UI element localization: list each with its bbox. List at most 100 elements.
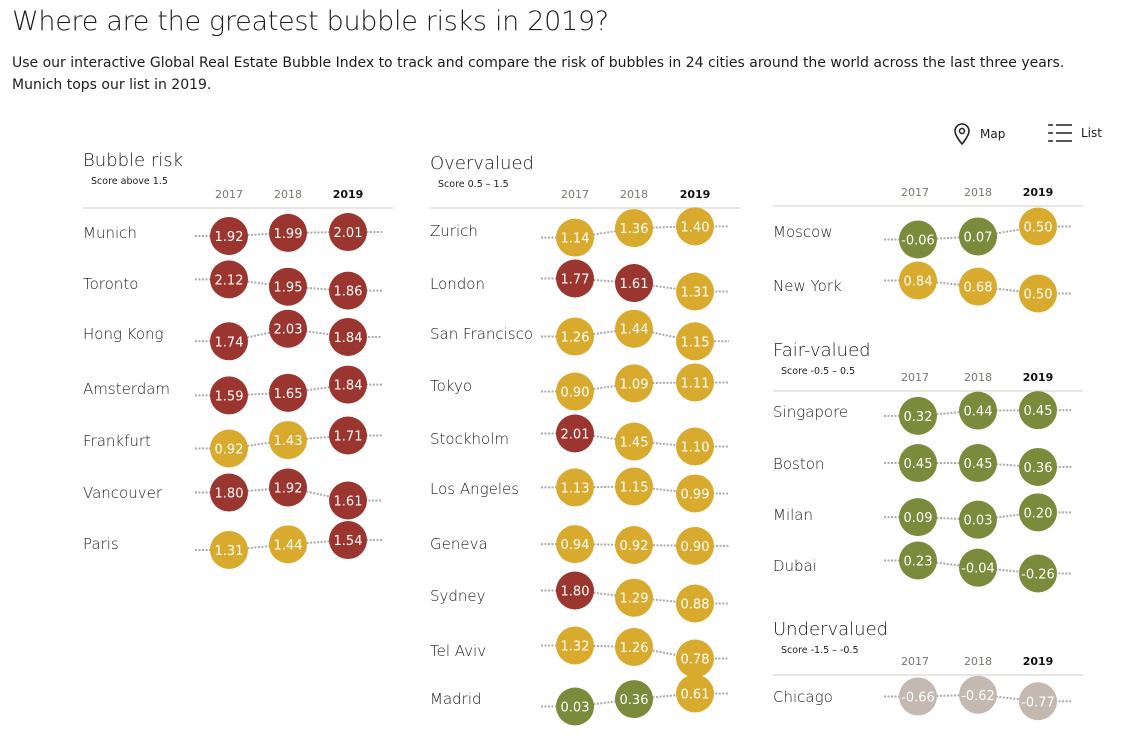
bubble-2018[interactable]: 0.03 <box>959 500 997 539</box>
bubble-2019[interactable]: 0.20 <box>1019 493 1057 532</box>
bubble-2019[interactable]: 2.01 <box>329 213 367 252</box>
bubble-2019[interactable]: 1.15 <box>676 322 714 361</box>
bubble-2019[interactable]: 1.31 <box>676 272 714 311</box>
bubble-2017[interactable]: 1.32 <box>556 626 594 665</box>
bubble-2017[interactable]: 1.74 <box>210 322 248 361</box>
bubble-2019[interactable]: -0.77 <box>1019 682 1057 721</box>
bubble-2018[interactable]: 1.92 <box>269 468 307 507</box>
bubble-2018[interactable]: -0.04 <box>959 548 997 587</box>
bubble-2017[interactable]: 1.31 <box>210 530 248 569</box>
bubble-2018[interactable]: 1.26 <box>615 627 653 666</box>
bubble-2019[interactable]: 0.90 <box>676 526 714 565</box>
year-header: 2017 <box>901 371 929 384</box>
bubble-2017[interactable]: 0.45 <box>899 444 937 483</box>
bubble-2019[interactable]: 0.99 <box>676 474 714 513</box>
bubble-2017[interactable]: 0.03 <box>556 687 594 726</box>
bubble-2017[interactable]: 1.77 <box>556 259 594 298</box>
bubble-2019[interactable]: 1.10 <box>676 427 714 466</box>
bubble-2017[interactable]: 0.94 <box>556 525 594 564</box>
city-name: Zurich <box>430 222 478 240</box>
bubble-2018[interactable]: 1.95 <box>269 267 307 306</box>
year-header: 2018 <box>274 188 302 201</box>
bubble-2017[interactable]: 2.01 <box>556 414 594 453</box>
bubble-2017[interactable]: -0.66 <box>899 677 937 716</box>
bubble-2019[interactable]: 1.54 <box>329 521 367 560</box>
bubble-2017[interactable]: 1.92 <box>210 216 248 255</box>
bubble-2017[interactable]: 1.59 <box>210 376 248 415</box>
bubble-2018[interactable]: 1.29 <box>615 578 653 617</box>
bubble-value: 1.80 <box>215 487 244 502</box>
bubble-2018[interactable]: -0.62 <box>959 675 997 714</box>
bubble-2019[interactable]: 1.86 <box>329 271 367 310</box>
year-header: 2017 <box>901 655 929 668</box>
bubble-2019[interactable]: 0.78 <box>676 639 714 678</box>
city-name: Tel Aviv <box>430 642 487 660</box>
bubble-2019[interactable]: 0.36 <box>1019 447 1057 486</box>
bubble-value: 1.71 <box>334 430 363 445</box>
bubble-circle <box>210 530 248 569</box>
map-view-button[interactable]: Map <box>952 122 1005 146</box>
bubble-2017[interactable]: 0.84 <box>899 261 937 300</box>
bubble-2019[interactable]: 0.45 <box>1019 391 1057 430</box>
bubble-2018[interactable]: 0.07 <box>959 217 997 256</box>
bubble-2017[interactable]: 1.14 <box>556 218 594 257</box>
bubble-2018[interactable]: 1.15 <box>615 467 653 506</box>
bubble-circle <box>676 322 714 361</box>
bubble-circle <box>329 481 367 520</box>
bubble-circle <box>556 468 594 507</box>
bubble-2019[interactable]: 1.11 <box>676 363 714 402</box>
bubble-2018[interactable]: 1.44 <box>615 309 653 348</box>
bubble-2018[interactable]: 0.36 <box>615 680 653 719</box>
bubble-circle <box>210 216 248 255</box>
bubble-2018[interactable]: 1.36 <box>615 209 653 248</box>
bubble-2018[interactable]: 0.45 <box>959 444 997 483</box>
bubble-value: 1.26 <box>620 641 649 656</box>
city-name: Milan <box>773 506 813 524</box>
bubble-2017[interactable]: 1.80 <box>210 473 248 512</box>
map-label: Map <box>980 127 1006 141</box>
bubble-2017[interactable]: -0.06 <box>899 220 937 259</box>
bubble-value: 0.36 <box>1024 461 1053 476</box>
bubble-value: 1.92 <box>215 230 244 245</box>
bubble-2019[interactable]: 1.84 <box>329 365 367 404</box>
bubble-2018[interactable]: 2.03 <box>269 309 307 348</box>
bubble-2018[interactable]: 0.44 <box>959 391 997 430</box>
bubble-2017[interactable]: 0.92 <box>210 429 248 468</box>
bubble-circle <box>329 271 367 310</box>
bubble-2018[interactable]: 0.92 <box>615 526 653 564</box>
page-title: Where are the greatest bubble risks in 2… <box>12 6 609 37</box>
bubble-circle <box>556 571 594 610</box>
bubble-2017[interactable]: 0.23 <box>899 541 937 580</box>
bubble-2019[interactable]: 0.50 <box>1019 207 1057 246</box>
list-view-button[interactable]: List <box>1047 122 1102 144</box>
bubble-2017[interactable]: 0.90 <box>556 372 594 411</box>
bubble-2017[interactable]: 2.12 <box>210 260 248 299</box>
bubble-circle <box>899 444 937 483</box>
bubble-2019[interactable]: 0.61 <box>676 674 714 713</box>
bubble-2018[interactable]: 1.45 <box>615 422 653 461</box>
bubble-2018[interactable]: 1.99 <box>269 213 307 252</box>
section-subtitle: Score -1.5 – -0.5 <box>781 645 859 656</box>
bubble-2018[interactable]: 1.43 <box>269 421 307 460</box>
bubble-2017[interactable]: 0.09 <box>899 498 937 537</box>
bubble-2018[interactable]: 1.65 <box>269 373 307 412</box>
bubble-circle <box>615 680 653 719</box>
section-rule <box>773 674 1083 676</box>
bubble-2019[interactable]: 1.84 <box>329 317 367 356</box>
bubble-2017[interactable]: 1.26 <box>556 317 594 356</box>
bubble-2019[interactable]: 0.88 <box>676 584 714 623</box>
bubble-2019[interactable]: 1.71 <box>329 416 367 455</box>
bubble-2017[interactable]: 0.32 <box>899 396 937 435</box>
bubble-circle <box>210 473 248 512</box>
bubble-2019[interactable]: 1.40 <box>676 207 714 246</box>
bubble-2019[interactable]: -0.26 <box>1019 554 1057 593</box>
bubble-value: 1.45 <box>620 436 649 451</box>
bubble-2017[interactable]: 1.80 <box>556 571 594 610</box>
bubble-2018[interactable]: 1.09 <box>615 364 653 403</box>
bubble-2019[interactable]: 1.61 <box>329 481 367 520</box>
bubble-2018[interactable]: 0.68 <box>959 267 997 306</box>
bubble-2017[interactable]: 1.13 <box>556 468 594 507</box>
bubble-2019[interactable]: 0.50 <box>1019 274 1057 313</box>
bubble-2018[interactable]: 1.44 <box>269 525 307 564</box>
bubble-2018[interactable]: 1.61 <box>615 264 653 303</box>
